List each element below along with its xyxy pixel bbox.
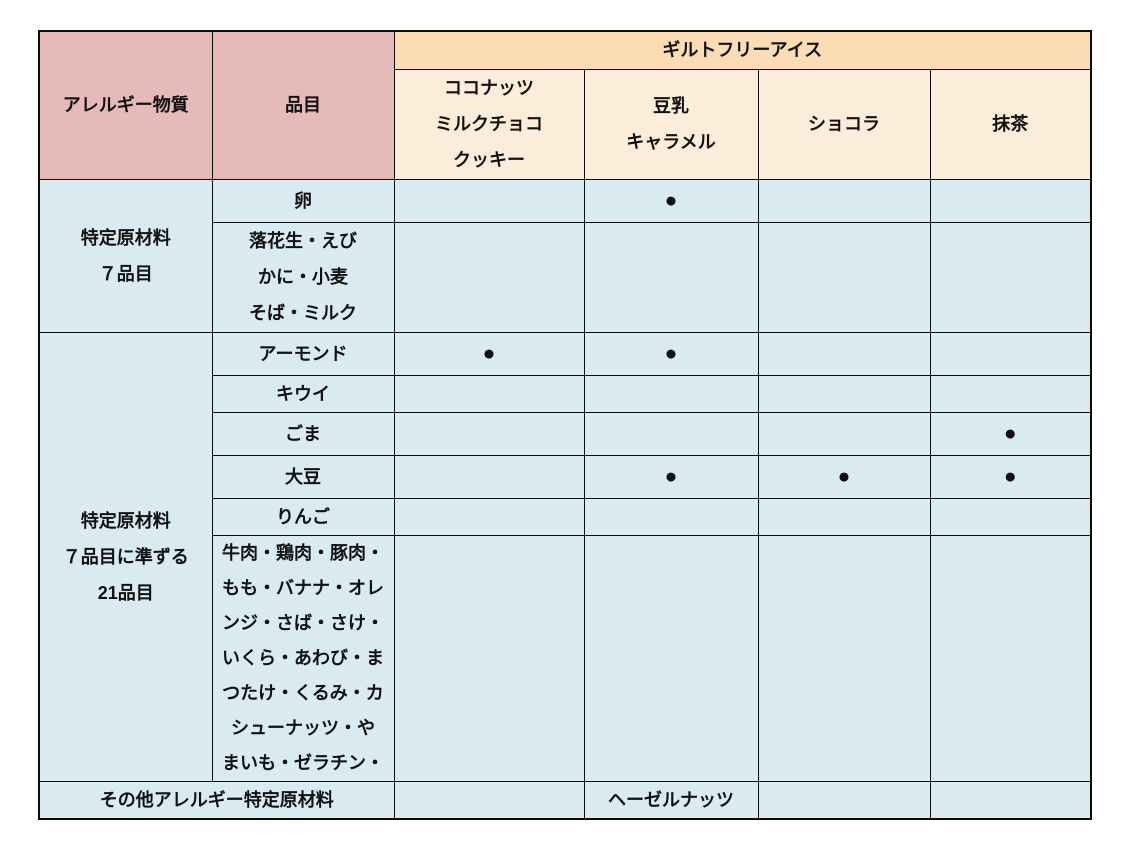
mark-cell [757,374,931,413]
mark-cell [929,331,1092,376]
item-cell: ごま [211,411,395,456]
allergen-table: アレルギー物質 品目 ギルトフリーアイス ココナッツ ミルクチョコ クッキー 豆… [38,30,1093,821]
footer-value-cell [757,781,931,820]
mark-cell [393,454,585,499]
mark-cell [393,497,585,536]
item-cell: 落花生・えび かに・小麦 そば・ミルク [211,221,395,333]
mark-cell [583,221,759,333]
header-allergen-substance: アレルギー物質 [38,30,213,180]
mark-cell [757,411,931,456]
item-cell: キウイ [211,374,395,413]
mark-cell [929,534,1092,783]
mark-cell [929,178,1092,223]
footer-other-allergens-label: その他アレルギー特定原材料 [38,781,395,820]
mark-cell [583,534,759,783]
mark-cell [929,374,1092,413]
mark-cell [393,534,585,783]
group-label-specified-7: 特定原材料 ７品目 [38,178,213,333]
mark-cell: ● [583,454,759,499]
product-header-coconut-milk-choco-cookie: ココナッツ ミルクチョコ クッキー [393,68,585,180]
product-header-matcha: 抹茶 [929,68,1092,180]
item-cell: りんご [211,497,395,536]
mark-cell: ● [757,454,931,499]
item-cell: 卵 [211,178,395,223]
header-item: 品目 [211,30,395,180]
mark-cell: ● [583,331,759,376]
header-brand: ギルトフリーアイス [393,30,1092,70]
mark-cell: ● [583,178,759,223]
mark-cell: ● [929,411,1092,456]
footer-value-cell [929,781,1092,820]
mark-cell [929,221,1092,333]
mark-cell [757,178,931,223]
mark-cell [929,497,1092,536]
mark-cell [393,374,585,413]
footer-value-cell [393,781,585,820]
mark-cell: ● [393,331,585,376]
mark-cell [583,374,759,413]
mark-cell [757,497,931,536]
mark-cell [583,411,759,456]
footer-value-cell-hazelnut: ヘーゼルナッツ [583,781,759,820]
item-cell-other-21-list: 牛肉・鶏肉・豚肉・ もも・バナナ・オレ ンジ・さば・さけ・ いくら・あわび・ま … [211,534,395,783]
mark-cell [757,221,931,333]
mark-cell [757,534,931,783]
mark-cell: ● [929,454,1092,499]
product-header-chocolat: ショコラ [757,68,931,180]
item-cell: アーモンド [211,331,395,376]
product-header-soymilk-caramel: 豆乳 キャラメル [583,68,759,180]
mark-cell [393,221,585,333]
group-label-quasi-21: 特定原材料 ７品目に準ずる 21品目 [38,331,213,783]
mark-cell [393,411,585,456]
mark-cell [583,497,759,536]
item-cell: 大豆 [211,454,395,499]
mark-cell [757,331,931,376]
mark-cell [393,178,585,223]
